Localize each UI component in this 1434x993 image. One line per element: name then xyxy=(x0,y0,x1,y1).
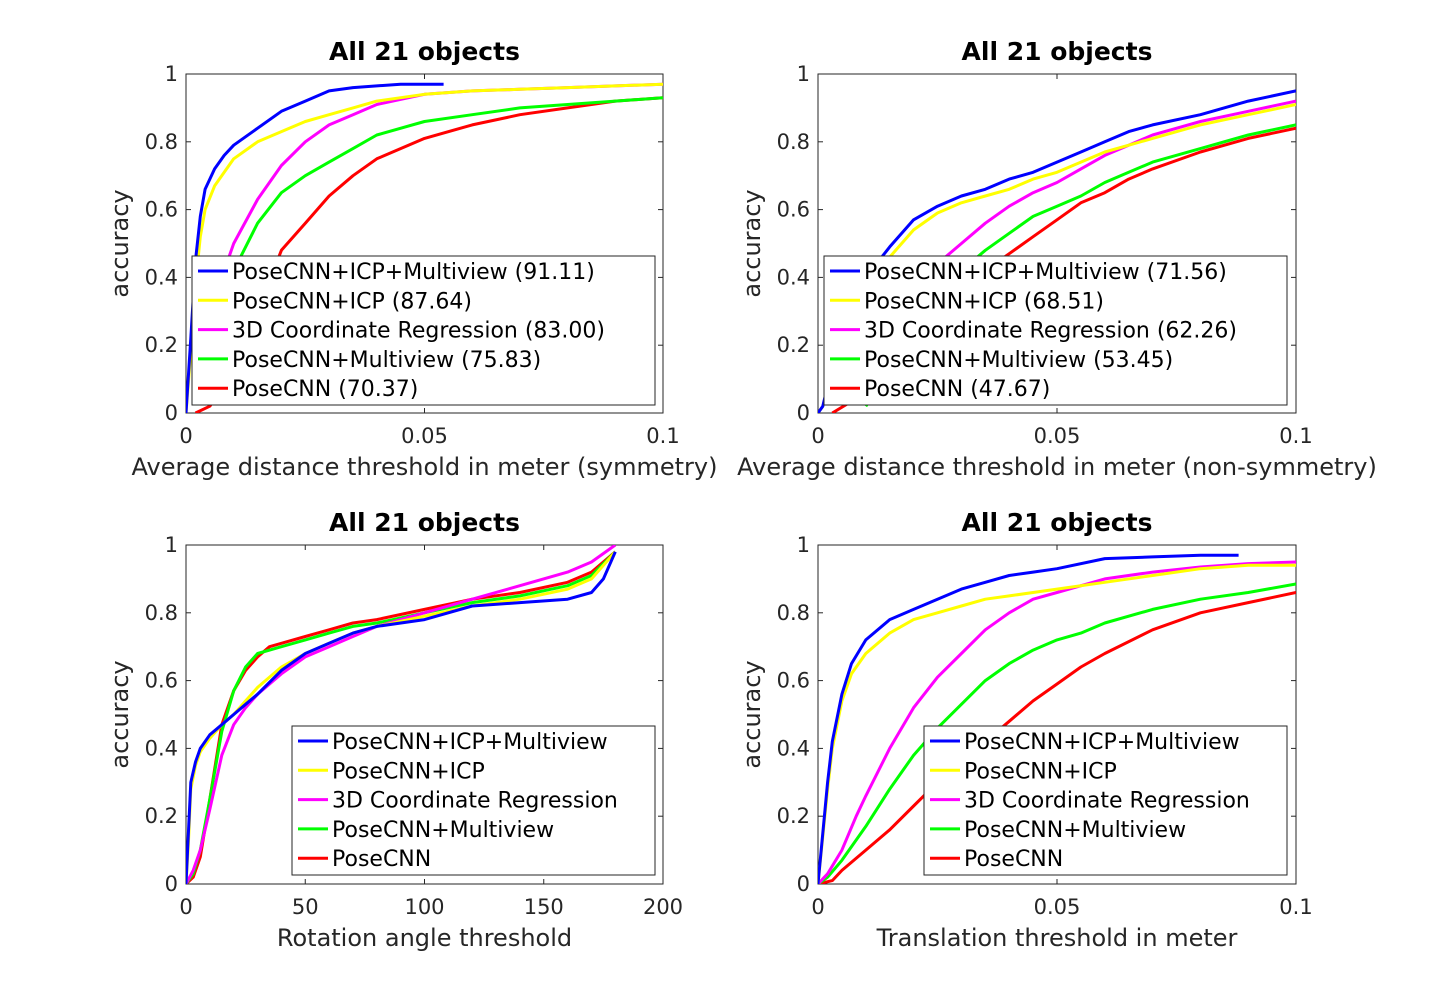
legend-label: PoseCNN+Multiview xyxy=(332,818,554,843)
legend-label: PoseCNN (70.37) xyxy=(232,377,418,402)
legend: PoseCNN+ICP+Multiview PoseCNN+ICP 3D Coord… xyxy=(291,725,656,876)
legend-label: PoseCNN+ICP (68.51) xyxy=(864,289,1104,314)
y-tick-label: 0.2 xyxy=(777,333,810,357)
x-axis-label: Translation threshold in meter xyxy=(876,924,1238,952)
legend-label: PoseCNN+ICP+Multiview xyxy=(332,730,608,755)
x-tick-label: 0 xyxy=(811,895,824,919)
chart-title: All 21 objects xyxy=(329,508,520,537)
x-axis-label: Rotation angle threshold xyxy=(277,924,572,952)
y-tick-label: 0 xyxy=(165,872,178,896)
series-line-3d-coordinate-regression xyxy=(186,545,617,884)
x-tick-label: 50 xyxy=(292,895,319,919)
x-tick-label: 100 xyxy=(404,895,444,919)
y-tick-label: 0.6 xyxy=(145,198,178,222)
legend-label: PoseCNN (47.67) xyxy=(864,377,1050,402)
chart-panel-3: 0 0.2 0.4 0.6 0.8 1 0 50 100 150 200 All 21 objects… xyxy=(106,508,683,952)
y-tick-label: 0.2 xyxy=(145,804,178,828)
y-tick-label: 0.4 xyxy=(145,736,178,760)
legend-label: PoseCNN+Multiview xyxy=(964,818,1186,843)
y-tick-label: 1 xyxy=(797,62,810,86)
y-axis-label: accuracy xyxy=(106,189,134,297)
legend-label: PoseCNN+ICP+Multiview (91.11) xyxy=(232,260,595,285)
y-tick-label: 0 xyxy=(165,401,178,425)
legend-label: PoseCNN+Multiview (75.83) xyxy=(232,348,541,373)
y-tick-label: 0.6 xyxy=(145,669,178,693)
x-tick-label: 0.1 xyxy=(1279,895,1312,919)
y-tick-label: 0.2 xyxy=(145,333,178,357)
chart-panel-1: 0 0.2 0.4 0.6 0.8 1 0 0.05 0.1 All 21 objects Aver… xyxy=(106,37,717,481)
chart-title: All 21 objects xyxy=(962,508,1153,537)
series-line-posecnn-multiview xyxy=(186,550,617,884)
x-tick-label: 0 xyxy=(179,424,192,448)
y-tick-label: 0.4 xyxy=(777,265,810,289)
series-line-3d-coordinate-regression xyxy=(818,560,1296,884)
legend-label: 3D Coordinate Regression (83.00) xyxy=(232,319,605,344)
y-tick-label: 0.8 xyxy=(145,601,178,625)
legend-label: PoseCNN+ICP xyxy=(964,759,1117,784)
legend-label: 3D Coordinate Regression (62.26) xyxy=(864,319,1237,344)
series-line-posecnn-icp-multiview xyxy=(186,551,617,884)
legend-box xyxy=(923,725,1288,876)
y-tick-label: 0.8 xyxy=(145,130,178,154)
series-line-posecnn-icp-multiview xyxy=(818,553,1239,884)
chart-panel-2: 0 0.2 0.4 0.6 0.8 1 0 0.05 0.1 All 21 objects Aver… xyxy=(737,37,1377,481)
legend-box xyxy=(191,255,656,406)
x-axis-label: Average distance threshold in meter (non… xyxy=(737,453,1377,481)
y-tick-label: 0.8 xyxy=(777,601,810,625)
x-axis-label: Average distance threshold in meter (sym… xyxy=(132,453,718,481)
x-tick-label: 0.1 xyxy=(646,424,679,448)
chart-panel-4: 0 0.2 0.4 0.6 0.8 1 0 0.05 0.1 All 21 objects Tran… xyxy=(738,508,1313,952)
legend-label: PoseCNN xyxy=(964,847,1063,872)
legend-box xyxy=(823,255,1288,406)
y-tick-label: 1 xyxy=(797,533,810,557)
series-group xyxy=(186,545,617,884)
legend-label: PoseCNN+ICP+Multiview xyxy=(964,730,1240,755)
x-tick-label: 0.05 xyxy=(1034,895,1081,919)
legend: PoseCNN+ICP+Multiview (71.56) PoseCNN+ICP… xyxy=(823,255,1288,406)
y-tick-label: 1 xyxy=(165,533,178,557)
x-tick-label: 0 xyxy=(811,424,824,448)
y-axis-label: accuracy xyxy=(738,660,766,768)
x-tick-label: 200 xyxy=(643,895,683,919)
y-axis-label: accuracy xyxy=(738,189,766,297)
series-line-posecnn-icp-multiview-91-11- xyxy=(186,82,444,413)
legend: PoseCNN+ICP+Multiview (91.11) PoseCNN+ICP… xyxy=(191,255,656,406)
legend-label: PoseCNN xyxy=(332,847,431,872)
x-tick-label: 0 xyxy=(179,895,192,919)
legend-label: PoseCNN+Multiview (53.45) xyxy=(864,348,1173,373)
y-tick-label: 0.6 xyxy=(777,198,810,222)
y-tick-label: 0.4 xyxy=(777,736,810,760)
y-tick-label: 0 xyxy=(797,872,810,896)
legend-label: PoseCNN+ICP (87.64) xyxy=(232,289,472,314)
y-tick-label: 1 xyxy=(165,62,178,86)
y-tick-label: 0.2 xyxy=(777,804,810,828)
series-line-posecnn-multiview-75-83- xyxy=(222,96,663,305)
legend-label: PoseCNN+ICP+Multiview (71.56) xyxy=(864,260,1227,285)
x-tick-label: 0.05 xyxy=(1034,424,1081,448)
x-tick-label: 0.05 xyxy=(401,424,448,448)
x-tick-label: 150 xyxy=(524,895,564,919)
y-tick-label: 0 xyxy=(797,401,810,425)
series-line-posecnn-multiview xyxy=(818,582,1296,884)
y-tick-label: 0.8 xyxy=(777,130,810,154)
y-tick-label: 0.6 xyxy=(777,669,810,693)
y-tick-label: 0.4 xyxy=(145,265,178,289)
legend-label: 3D Coordinate Regression xyxy=(964,789,1250,814)
series-line-posecnn-icp-87-64- xyxy=(186,82,663,413)
legend-label: 3D Coordinate Regression xyxy=(332,789,618,814)
chart-title: All 21 objects xyxy=(962,37,1153,66)
y-axis-label: accuracy xyxy=(106,660,134,768)
legend: PoseCNN+ICP+Multiview PoseCNN+ICP 3D Coord… xyxy=(923,725,1288,876)
legend-box xyxy=(291,725,656,876)
chart-title: All 21 objects xyxy=(329,37,520,66)
legend-label: PoseCNN+ICP xyxy=(332,759,485,784)
x-tick-label: 0.1 xyxy=(1279,424,1312,448)
